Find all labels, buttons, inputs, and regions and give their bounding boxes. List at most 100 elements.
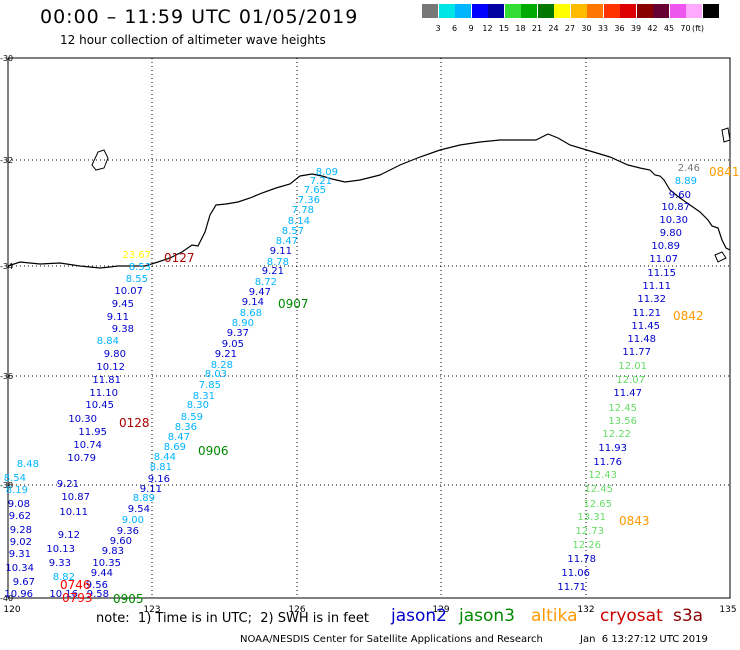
credit-line: NOAA/NESDIS Center for Satellite Applica… [240,634,543,645]
island-outline [721,127,731,143]
swh-value: 8.14 [288,216,310,227]
swh-value: 8.09 [316,167,338,178]
legend-label: 18 [515,24,526,33]
swh-value: 11.11 [642,281,671,292]
swh-value: 7.85 [199,380,221,391]
legend-label: 36 [614,24,625,33]
swh-value: 9.08 [8,499,30,510]
pass-time-label: 0746 [60,578,91,592]
plot-frame [7,57,731,599]
legend-label: 45 [663,24,675,33]
chart-title: 00:00 – 11:59 UTC 01/05/2019 [40,6,359,28]
swh-value: 8.90 [232,318,254,329]
swh-value: 12.65 [583,499,612,510]
swh-value: 9.16 [148,474,170,485]
swh-value: 11.21 [632,308,661,319]
legend-swatch [471,4,488,18]
swh-value: 9.56 [86,580,108,591]
swh-value: 8.89 [675,176,697,187]
swh-value: 10.45 [85,400,114,411]
legend-swatch [537,4,554,18]
swh-value: 11.76 [593,457,622,468]
swh-value: 10.07 [114,286,143,297]
swh-value: 12.07 [616,375,645,386]
swh-value: 8.03 [205,369,227,380]
legend-swatch [488,4,504,18]
swh-value: 8.89 [133,493,155,504]
swh-value: 9.21 [262,266,284,277]
legend-swatch [587,4,603,18]
swh-value: 8.48 [17,459,39,470]
swh-value: 11.07 [649,254,678,265]
legend-swatch [603,4,620,18]
swh-value: 8.54 [4,473,26,484]
swh-value: 8.78 [267,257,289,268]
swh-value: 8.28 [211,360,233,371]
swh-value: 10.87 [661,202,690,213]
y-tick-label: -36 [0,372,13,381]
legend-swatch [702,4,719,18]
swh-value: 10.96 [4,589,33,600]
swh-value: 8.31 [193,391,215,402]
swh-value: 8.57 [282,226,304,237]
legend-label: 42 [647,24,658,33]
swh-value: 9.80 [660,228,682,239]
swh-value: 8.82 [53,572,75,583]
x-tick-label: 123 [143,605,160,615]
x-tick-label: 129 [432,605,449,615]
legend-label: 24 [548,24,559,33]
swh-value: 9.36 [117,526,139,537]
swh-value: 11.32 [637,294,666,305]
x-tick-label: 120 [3,605,20,615]
legend-swatch [504,4,521,18]
swh-value: 9.11 [107,312,129,323]
swh-value: 11.81 [92,375,121,386]
x-tick-label: 132 [577,605,594,615]
swh-value: 9.28 [10,525,32,536]
island-outline [714,251,727,263]
swh-value: 7.36 [298,195,320,206]
satellite-s3a: s3a [673,606,704,626]
legend-label: 6 [451,24,458,33]
legend-unit: (ft) [692,24,705,33]
pass-time-label: 0905 [113,592,144,606]
pass-time-label: 0841 [709,165,740,179]
swh-value: 12.45 [584,484,613,495]
swh-value: 9.60 [110,536,132,547]
legend-label: 12 [482,24,493,33]
swh-value: 9.45 [112,299,134,310]
swh-value: 9.67 [13,577,35,588]
swh-value: 9.33 [49,558,71,569]
swh-value: 11.78 [567,554,596,565]
legend-swatch [422,4,438,18]
swh-value: 9.58 [87,589,109,600]
swh-value: 10.87 [61,492,90,503]
swh-value: 10.74 [73,440,102,451]
swh-value: 7.65 [304,185,326,196]
y-tick-label: -34 [0,262,13,271]
y-tick-label: -30 [0,54,13,63]
x-tick-label: 126 [288,605,305,615]
swh-value: 8.36 [175,422,197,433]
legend-swatch [653,4,669,18]
swh-value: 9.11 [140,484,162,495]
footnote: note: 1) Time is in UTC; 2) SWH is in fe… [96,611,369,626]
swh-value: 8.47 [168,432,190,443]
swh-value: 10.30 [659,215,688,226]
swh-value: 9.11 [270,246,292,257]
swh-value: 9.05 [222,339,244,350]
swh-value: 11.95 [78,427,107,438]
swh-value: 11.77 [622,347,651,358]
swh-value: 10.35 [92,558,121,569]
legend-swatch [455,4,471,18]
swh-value: 9.37 [227,328,249,339]
swh-value: 12.43 [588,470,617,481]
swh-value: 8.47 [276,236,298,247]
swh-value: 9.38 [112,324,134,335]
legend-swatch [686,4,702,18]
swh-value: 11.93 [598,443,627,454]
swh-value: 8.44 [154,452,176,463]
swh-value: 8.59 [181,412,203,423]
pass-time-label: 0842 [673,309,704,323]
swh-value: 9.21 [57,479,79,490]
